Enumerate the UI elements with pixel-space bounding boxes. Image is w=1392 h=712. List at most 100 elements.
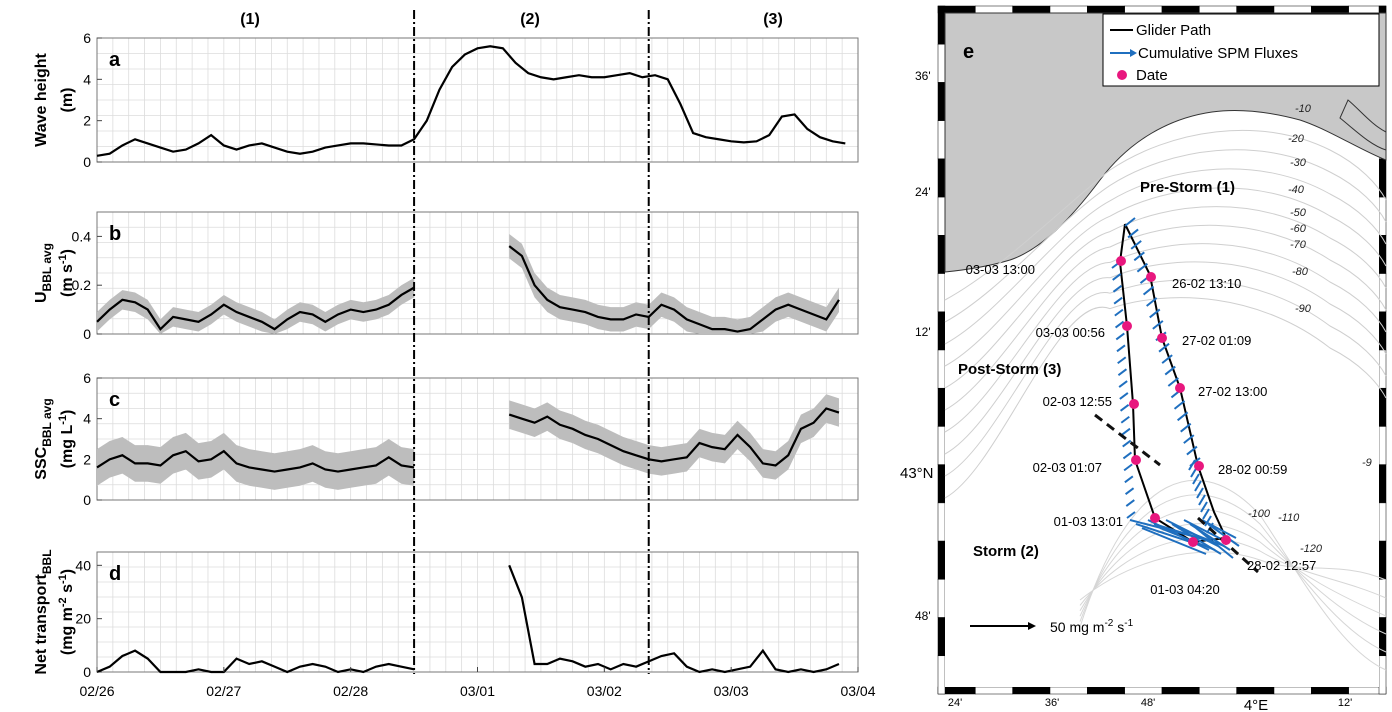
flux-arrow [1126, 511, 1136, 519]
map-border-segment [1378, 579, 1387, 618]
map-border-segment [1236, 5, 1275, 14]
map-border-segment [1161, 5, 1200, 14]
data-line [96, 45, 846, 157]
legend-box [1102, 13, 1380, 87]
map-border-segment [937, 579, 946, 618]
x-tick-label: 03/04 [840, 683, 875, 699]
date-marker [1146, 272, 1156, 282]
depth-label: -100 [1248, 508, 1271, 520]
map-border-segment [1199, 686, 1237, 695]
flux-arrow [1114, 308, 1124, 317]
flux-arrow [1164, 365, 1176, 376]
date-label: 28-02 00:59 [1218, 462, 1287, 477]
map-border-segment [1311, 686, 1349, 695]
y-axis-units-sup: -2 [57, 597, 69, 607]
date-label: 28-02 12:57 [1247, 558, 1316, 573]
flux-arrow [1124, 475, 1134, 484]
flux-arrow [1113, 296, 1123, 305]
map-border-segment [1378, 426, 1387, 465]
flux-arrow [1158, 342, 1170, 353]
panel-a: 0 2 4 6 a Wave height (m) [33, 30, 859, 170]
flux-arrow [1183, 434, 1195, 444]
y-tick-label: 0 [83, 492, 91, 508]
flux-arrow [1149, 308, 1161, 319]
y-axis-label: Net transportBBL [33, 549, 54, 674]
depth-label: -80 [1292, 266, 1309, 278]
y-axis-units-part: (mg L [59, 425, 76, 469]
flux-arrow [1204, 515, 1212, 527]
depth-label: -20 [1288, 133, 1305, 145]
y-axis-units-sup: -1 [57, 254, 69, 264]
y-tick-label: 0 [83, 154, 91, 170]
flux-arrow [1186, 445, 1198, 456]
date-label: 27-02 01:09 [1182, 333, 1251, 348]
bathymetry-contour [944, 297, 1387, 499]
flux-arrow [1123, 463, 1133, 472]
flux-arrow [1125, 499, 1135, 507]
map-border-segment [1378, 464, 1387, 504]
flux-arrow [1124, 487, 1135, 495]
bathymetry-contour [944, 243, 1387, 433]
flux-arrow [1202, 508, 1210, 520]
panel-letter: a [109, 49, 121, 71]
bathymetry-contour [944, 206, 1387, 389]
confidence-band [97, 277, 415, 334]
y-axis-units-part: ) [59, 249, 76, 254]
date-marker [1175, 383, 1185, 393]
map-border-segment [937, 82, 946, 121]
y-tick-label: 0.4 [72, 228, 92, 244]
x-tick-label: 03/02 [587, 683, 622, 699]
date-label: 01-03 13:01 [1054, 514, 1123, 529]
x-tick-label: 02/28 [333, 683, 368, 699]
flux-arrow [1117, 368, 1128, 376]
y-tick-label: 4 [83, 411, 91, 427]
panel-letter: e [963, 41, 974, 63]
date-marker [1131, 455, 1141, 465]
depth-label: -40 [1288, 184, 1305, 196]
flux-arrow [1117, 356, 1127, 365]
map-border-segment [975, 686, 1013, 695]
longitude-label: 48' [1141, 697, 1155, 709]
map-border-segment [1236, 686, 1275, 695]
depth-label: -10 [1295, 103, 1312, 115]
axes-frame [96, 377, 859, 501]
y-axis-label: Wave height [33, 53, 50, 147]
x-tick-label: 02/26 [79, 683, 114, 699]
y-axis-label-sub: BBL avg [40, 243, 54, 291]
bathymetry-contour [1079, 508, 1387, 635]
map-border-segment [937, 273, 946, 313]
map-border-segment [937, 464, 946, 504]
map-border-segment [1087, 5, 1125, 14]
phase-label: (1) [240, 11, 260, 28]
map-border-segment [1087, 686, 1125, 695]
map-border-segment [1012, 686, 1051, 695]
bathymetry-contour [1079, 523, 1387, 617]
map-border-segment [937, 196, 946, 236]
map-border-segment [937, 311, 946, 351]
date-marker [1157, 333, 1167, 343]
longitude-label: 24' [948, 697, 962, 709]
scale-bar-label-sup: -2 [1104, 618, 1113, 629]
flux-arrow [1167, 377, 1179, 387]
scale-bar-label-part: 50 mg m [1050, 619, 1104, 635]
depth-label: -70 [1290, 239, 1307, 251]
longitude-label: 36' [1045, 697, 1059, 709]
map-border-segment [937, 655, 946, 695]
bathymetry-contour [944, 149, 1387, 323]
date-label: 03-03 13:00 [966, 262, 1035, 277]
y-axis-units-sup: -1 [57, 415, 69, 425]
date-marker [1122, 321, 1132, 331]
map-border-segment [1378, 349, 1387, 389]
flux-arrow [1127, 228, 1139, 239]
flux-arrow [1115, 332, 1125, 341]
depth-label: -90 [1295, 303, 1312, 315]
y-axis-units-part: ) [59, 569, 76, 574]
depth-label: -120 [1300, 543, 1323, 555]
section-line [1196, 516, 1260, 574]
map-border-segment [937, 502, 946, 542]
flux-arrow [1141, 527, 1207, 555]
